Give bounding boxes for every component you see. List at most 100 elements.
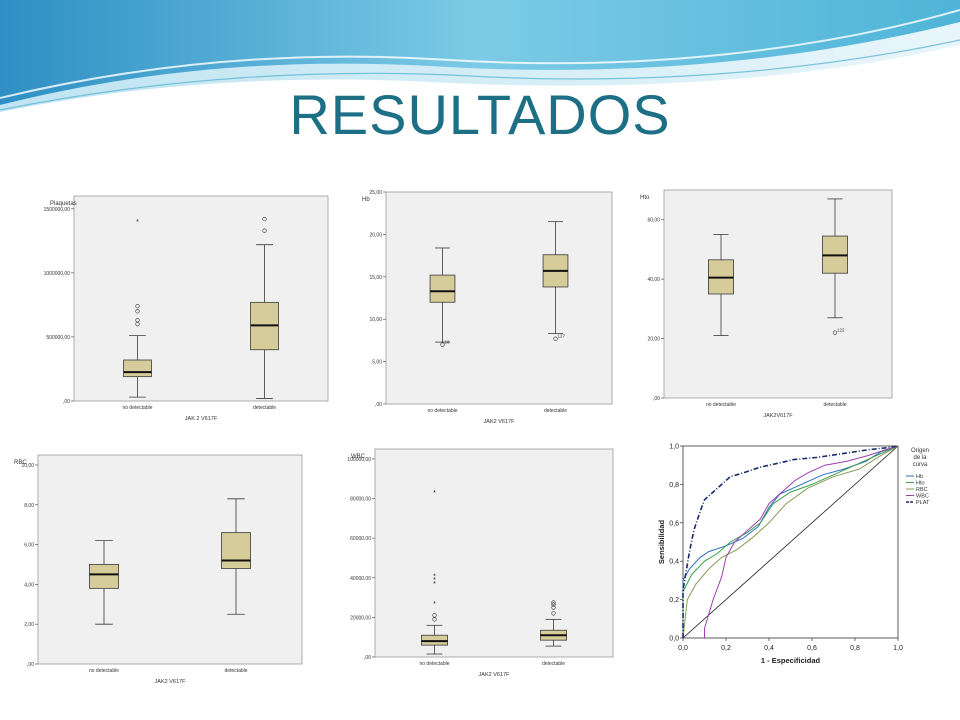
legend-label-plat: PLAT bbox=[916, 500, 930, 506]
box-iqr bbox=[429, 274, 456, 303]
roc-curve-chart: 0,0 0,0 0,2 0,2 0,4 0,4 0,6 0,6 0,8 0,8 1,0 1,0 1 - … bbox=[650, 436, 956, 690]
y-tick-label: 2,00 bbox=[24, 622, 34, 628]
x-tick-label: 0,6 bbox=[807, 645, 817, 652]
case-label: 122 bbox=[837, 328, 845, 333]
legend-title: Origen bbox=[911, 448, 929, 454]
x-tick-label: 0,8 bbox=[850, 645, 860, 652]
box-no-detectable: 18 bbox=[429, 247, 456, 347]
box-no-detectable: ***** bbox=[421, 490, 448, 655]
y-tick-label: ,00 bbox=[653, 396, 660, 402]
roc-line-rbc bbox=[682, 445, 899, 639]
extreme-point: * bbox=[433, 573, 436, 580]
outlier-point bbox=[551, 611, 556, 616]
extreme-point: * bbox=[433, 577, 436, 584]
y-tick-label: 40000,00 bbox=[350, 576, 371, 582]
extreme-point: * bbox=[433, 581, 436, 588]
x-tick-label: 0,4 bbox=[764, 645, 774, 652]
legend-label-hb: Hb bbox=[916, 474, 923, 480]
x-category-label: detectable bbox=[253, 405, 276, 411]
outlier-point bbox=[432, 617, 437, 622]
x-axis-label: JAK2 V617F bbox=[484, 419, 516, 425]
extreme-point: * bbox=[433, 490, 436, 497]
boxplot-wbc: ,00 20000,00 40000,00 60000,00 80000,00 10000… bbox=[333, 443, 621, 690]
box-detectable: 122 bbox=[822, 198, 848, 335]
boxplot-plaquetas: ,00 500000,00 1000000,00 1500000,00Plaqueta… bbox=[18, 186, 340, 426]
legend-label-wbc: WBC bbox=[916, 494, 929, 500]
extreme-point: * bbox=[136, 219, 139, 226]
y-tick-label: 4,00 bbox=[24, 582, 34, 588]
x-tick-label: 0,2 bbox=[721, 645, 731, 652]
x-category-label: no detectable bbox=[419, 661, 449, 667]
y-tick-label: 20,00 bbox=[647, 337, 660, 343]
box-iqr bbox=[123, 359, 152, 378]
y-tick-label: 20000,00 bbox=[350, 615, 371, 621]
y-axis-label: Plaquetas bbox=[50, 201, 77, 207]
x-tick-label: 1,0 bbox=[893, 645, 903, 652]
y-tick-label: 25,00 bbox=[369, 190, 382, 196]
x-category-label: detectable bbox=[224, 668, 247, 674]
reference-diagonal bbox=[682, 445, 899, 639]
y-axis-label: Hto bbox=[640, 195, 650, 201]
y-axis-label: Sensibilidad bbox=[657, 519, 666, 564]
boxplot-hb-panel: ,00 5,00 10,00 15,00 20,00 25,00 Hb 18 no detect… bbox=[348, 186, 620, 426]
y-tick-label: 10,00 bbox=[369, 317, 382, 323]
slide-title: RESULTADOS bbox=[289, 83, 671, 146]
roc-curve-panel: 0,0 0,0 0,2 0,2 0,4 0,4 0,6 0,6 0,8 0,8 1,0 1,0 1 - … bbox=[650, 436, 956, 690]
y-tick-label: 0,8 bbox=[669, 482, 679, 489]
x-tick-label: 0,0 bbox=[678, 645, 688, 652]
roc-line-wbc bbox=[704, 445, 899, 638]
x-category-label: detectable bbox=[542, 661, 565, 667]
outlier-point bbox=[551, 600, 556, 605]
y-tick-label: ,00 bbox=[364, 655, 371, 661]
x-category-label: no detectable bbox=[89, 668, 119, 674]
y-tick-label: 0,4 bbox=[669, 559, 679, 566]
outlier-point bbox=[135, 304, 140, 309]
boxplot-hto-panel: ,00 20,00 40,00 60,00 Hto no detectable 122 det… bbox=[628, 186, 900, 422]
box-detectable bbox=[221, 498, 251, 615]
case-label: 18 bbox=[445, 340, 451, 345]
y-tick-label: 40,00 bbox=[647, 277, 660, 283]
box-no-detectable bbox=[708, 234, 734, 337]
x-category-label: detectable bbox=[823, 402, 846, 408]
y-tick-label: ,00 bbox=[63, 399, 70, 405]
plot-area bbox=[385, 191, 613, 405]
y-tick-label: ,00 bbox=[27, 662, 34, 668]
plot-area bbox=[73, 195, 329, 402]
plot-area bbox=[374, 448, 614, 658]
legend-title: de la bbox=[913, 455, 927, 461]
y-tick-label: 500000,00 bbox=[46, 335, 70, 341]
y-tick-label: 5,00 bbox=[372, 360, 382, 366]
x-axis-label: JAK2 V617F bbox=[479, 672, 511, 678]
boxplot-hto: ,00 20,00 40,00 60,00 Hto no detectable 122 det… bbox=[628, 186, 900, 422]
roc-line-plat bbox=[682, 445, 899, 638]
y-tick-label: 1,0 bbox=[669, 444, 679, 451]
outlier-point bbox=[551, 605, 556, 610]
outlier-point bbox=[262, 216, 267, 222]
header-wave-banner bbox=[0, 0, 960, 112]
box-no-detectable: * bbox=[123, 219, 152, 398]
plot-area bbox=[663, 189, 893, 399]
y-axis-label: Hb bbox=[362, 197, 370, 203]
outlier-point bbox=[553, 336, 558, 341]
outlier-point bbox=[440, 342, 445, 347]
legend-title: curva bbox=[913, 462, 928, 468]
x-axis-label: JAK2V617F bbox=[763, 413, 793, 419]
boxplot-rbc-panel: ,00 2,00 4,00 6,00 8,00 10,00 RBC no detectable… bbox=[6, 447, 312, 692]
y-tick-label: 8,00 bbox=[24, 503, 34, 509]
x-category-label: no detectable bbox=[122, 405, 152, 411]
box-iqr bbox=[221, 532, 251, 569]
x-category-label: detectable bbox=[544, 408, 567, 414]
box-no-detectable bbox=[89, 540, 119, 625]
box-detectable bbox=[540, 600, 567, 647]
boxplot-wbc-panel: ,00 20000,00 40000,00 60000,00 80000,00 10000… bbox=[333, 443, 621, 690]
y-tick-label: 6,00 bbox=[24, 543, 34, 549]
outlier-point bbox=[262, 228, 267, 233]
y-tick-label: 0,6 bbox=[669, 520, 679, 527]
y-tick-label: 10,00 bbox=[21, 463, 34, 469]
x-axis-label: JAK2 V617F bbox=[155, 679, 187, 685]
outlier-point bbox=[135, 309, 140, 314]
y-tick-label: 0,0 bbox=[669, 636, 679, 643]
outlier-point bbox=[135, 318, 140, 323]
